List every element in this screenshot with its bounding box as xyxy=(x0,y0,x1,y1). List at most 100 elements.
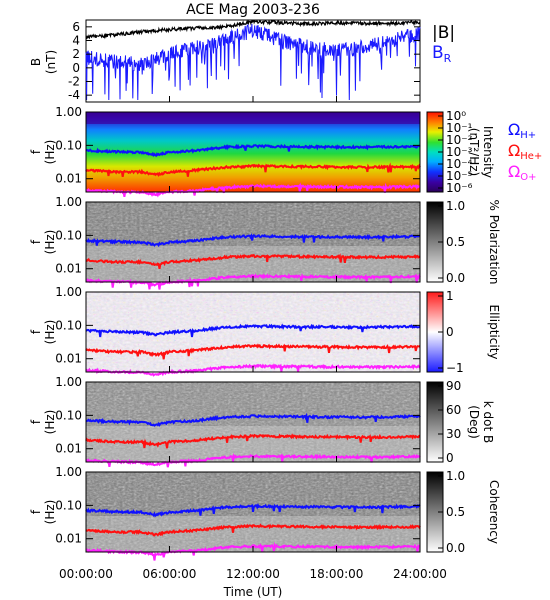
spectrogram-panel-5: 1.00 0.10 0.01 f (Hz) 1.0 0.5 0.0 Coherency xyxy=(29,465,501,561)
x-tick-label: 00:00:00 xyxy=(59,567,113,581)
legend-o-plus-main: Ω xyxy=(508,162,520,181)
colorbar-label: Intensity xyxy=(481,126,495,178)
br-series-line xyxy=(85,23,421,101)
f-ylabel-2: (Hz) xyxy=(43,500,57,525)
f-ylabel-1: f xyxy=(29,419,43,424)
colorbar-unit: (Deg) xyxy=(467,405,481,439)
cyclotron-line-h-plus xyxy=(85,232,421,248)
f-y-tick-label: 0.10 xyxy=(55,318,82,332)
f-y-tick-label: 0.10 xyxy=(55,498,82,512)
cyclotron-line-he-plus xyxy=(85,343,421,360)
colorbar-tick-label: 30 xyxy=(446,427,461,441)
b-y-tick-label: -4 xyxy=(68,88,80,102)
colorbar-tick-label: 10⁻³ xyxy=(446,145,473,159)
legend-br-main: B xyxy=(432,43,444,63)
colorbar-tick-label: 0.0 xyxy=(446,541,465,555)
cyclotron-line-h-plus xyxy=(85,502,421,518)
legend-h-plus: ΩH+ xyxy=(508,120,536,141)
legend-br: BR xyxy=(432,43,452,65)
colorbar-unit: (nT²/Hz) xyxy=(467,128,481,176)
f-ylabel-2: (Hz) xyxy=(43,410,57,435)
cyclotron-line-h-plus xyxy=(85,143,421,158)
b-total-series-line xyxy=(85,19,421,40)
chart-title: ACE Mag 2003-236 xyxy=(186,2,320,18)
b-y-tick-label: 6 xyxy=(72,20,80,34)
cyclotron-line-he-plus xyxy=(85,253,421,269)
f-y-tick-label: 0.10 xyxy=(55,228,82,242)
colorbar-tick-label: 1 xyxy=(446,289,454,303)
legend-he-plus-sub: He+ xyxy=(520,151,542,162)
f-y-tick-label: 0.10 xyxy=(55,138,82,152)
colorbar-tick-label: −1 xyxy=(446,361,464,375)
colorbar-label: Coherency xyxy=(487,480,501,544)
spectrogram-top-band xyxy=(86,112,420,124)
spectrogram-panel-4: 1.00 0.10 0.01 f (Hz) 90 60 30 0 k dot B(Deg) xyxy=(29,375,495,468)
b-y-tick-label: 2 xyxy=(72,47,80,61)
f-y-tick-label: 1.00 xyxy=(55,285,82,299)
f-y-tick-label: 1.00 xyxy=(55,105,82,119)
colorbar-tick-label: 0 xyxy=(446,325,454,339)
f-ylabel-1: f xyxy=(29,509,43,514)
colorbar-tick-label: 1.0 xyxy=(446,199,465,213)
x-axis: 00:00:00 06:00:00 12:00:00 18:00:00 24:00:00 xyxy=(59,96,447,581)
colorbar-tick-label: 90 xyxy=(446,379,461,393)
colorbar xyxy=(426,381,444,463)
colorbar-tick-label: 1.0 xyxy=(446,469,465,483)
f-y-tick-label: 1.00 xyxy=(55,465,82,479)
b-y-tick-label: 0 xyxy=(72,61,80,75)
x-axis-label: Time (UT) xyxy=(223,585,283,599)
b-ylabel-1: B xyxy=(29,58,43,66)
f-ylabel-2: (Hz) xyxy=(43,320,57,345)
f-ylabel-2: (Hz) xyxy=(43,140,57,165)
f-y-tick-label: 0.01 xyxy=(55,442,82,456)
cyclotron-legend: ΩH+ ΩHe+ ΩO+ xyxy=(508,120,542,183)
cyclotron-line-o-plus xyxy=(85,273,421,290)
colorbar-label: Ellipticity xyxy=(487,305,501,360)
x-tick-label: 24:00:00 xyxy=(393,567,447,581)
legend-h-plus-sub: H+ xyxy=(520,130,536,141)
f-y-tick-label: 0.01 xyxy=(55,352,82,366)
f-y-tick-label: 1.00 xyxy=(55,375,82,389)
b-ylabel-2: (nT) xyxy=(44,50,58,74)
colorbar-tick-label: 10⁻² xyxy=(446,133,473,147)
f-ylabel-1: f xyxy=(29,329,43,334)
cyclotron-line-h-plus xyxy=(85,412,421,427)
colorbar-label: k dot B xyxy=(481,401,495,443)
spectrogram-panel-1: 1.00 0.10 0.01 f (Hz) 10⁰10⁻¹10⁻²10⁻³10⁻⁴10⁻⁵… xyxy=(29,105,495,198)
cyclotron-line-he-plus xyxy=(85,433,421,449)
spectrogram-panels: 1.000.100.01f (Hz)10⁰10⁻¹10⁻²10⁻³10⁻⁴10⁻⁵… xyxy=(29,105,501,561)
x-tick-label: 06:00:00 xyxy=(143,567,197,581)
f-y-tick-label: 0.01 xyxy=(55,262,82,276)
spectrogram-panel-3: 1.00 0.10 0.01 f (Hz) 1 0 −1 Ellipticity xyxy=(29,285,501,377)
legend-br-sub: R xyxy=(444,52,452,65)
colorbar-tick-label: 0.5 xyxy=(446,505,465,519)
f-y-tick-label: 0.01 xyxy=(55,172,82,186)
cyclotron-line-he-plus xyxy=(85,523,421,537)
legend-o-plus: ΩO+ xyxy=(508,162,536,183)
b-y-tick-label: 4 xyxy=(72,34,80,48)
legend-he-plus-main: Ω xyxy=(508,141,520,160)
b-y-tick-label: -2 xyxy=(68,75,80,89)
colorbar-tick-label: 10⁻⁵ xyxy=(446,169,473,183)
colorbar-tick-label: 10⁻⁶ xyxy=(446,181,473,195)
legend-b-total: |B| xyxy=(432,23,455,43)
legend-he-plus: ΩHe+ xyxy=(508,141,542,162)
colorbar-tick-label: 0.5 xyxy=(446,235,465,249)
colorbar-tick-label: 10⁻¹ xyxy=(446,121,473,135)
colorbar-tick-label: 10⁰ xyxy=(446,109,466,123)
x-tick-label: 18:00:00 xyxy=(310,567,364,581)
colorbar-tick-label: 0.0 xyxy=(446,271,465,285)
colorbar-tick-label: 0 xyxy=(446,451,454,465)
f-y-tick-label: 0.01 xyxy=(55,532,82,546)
f-ylabel-2: (Hz) xyxy=(43,230,57,255)
cyclotron-line-he-plus xyxy=(85,162,421,177)
spectrogram-panel-2: 1.00 0.10 0.01 f (Hz) 1.0 0.5 0.0 % Polarization xyxy=(29,195,501,290)
legend-o-plus-sub: O+ xyxy=(520,172,536,183)
f-y-tick-label: 1.00 xyxy=(55,195,82,209)
cyclotron-line-h-plus xyxy=(85,323,421,338)
x-tick-label: 12:00:00 xyxy=(226,567,280,581)
legend-h-plus-main: Ω xyxy=(508,120,520,139)
